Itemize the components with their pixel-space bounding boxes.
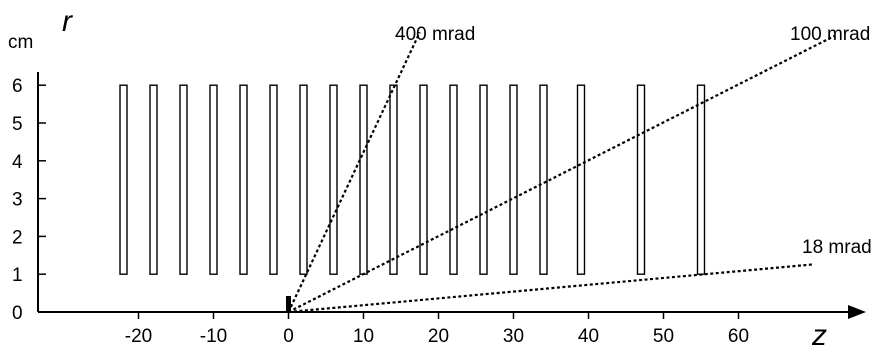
z-tick-label: 40 bbox=[578, 326, 599, 347]
detector-plane bbox=[389, 84, 398, 275]
angle-line-label: 18 mrad bbox=[802, 237, 872, 258]
detector-plane bbox=[576, 84, 586, 275]
detector-plane bbox=[449, 84, 458, 275]
detector-plane bbox=[179, 84, 188, 275]
r-tick-label: 4 bbox=[12, 152, 23, 173]
r-unit-label: cm bbox=[8, 32, 33, 53]
angle-line-label: 100 mrad bbox=[790, 24, 870, 45]
r-tick-label: 0 bbox=[12, 303, 23, 324]
detector-plane bbox=[696, 84, 706, 275]
detector-plane bbox=[509, 84, 518, 275]
detector-plane bbox=[539, 84, 548, 275]
r-tick-label: 5 bbox=[12, 114, 23, 135]
detector-plane bbox=[479, 84, 488, 275]
detector-plane bbox=[299, 84, 308, 275]
z-tick-label: 20 bbox=[428, 326, 449, 347]
z-axis-arrow-icon bbox=[848, 305, 866, 319]
z-axis-label: z bbox=[811, 319, 827, 351]
z-tick-label: 50 bbox=[653, 326, 674, 347]
angle-lines: 400 mrad 100 mrad 18 mrad bbox=[287, 24, 872, 314]
z-tick-label: 0 bbox=[283, 326, 294, 347]
angle-line-400-mrad bbox=[287, 31, 421, 313]
r-tick-label: 6 bbox=[12, 76, 23, 97]
interaction-point-marker bbox=[286, 296, 291, 312]
detector-planes bbox=[119, 84, 706, 275]
detector-plane bbox=[119, 84, 128, 275]
detector-plane bbox=[149, 84, 158, 275]
detector-plane bbox=[636, 84, 646, 275]
r-tick-label: 1 bbox=[12, 265, 23, 286]
detector-plane bbox=[269, 84, 278, 275]
r-axis-label: r bbox=[62, 5, 73, 38]
z-tick-label: 30 bbox=[503, 326, 524, 347]
r-axis-ticks: 0 1 2 3 4 5 6 bbox=[12, 76, 46, 324]
detector-plane bbox=[419, 84, 428, 275]
detector-plane bbox=[239, 84, 248, 275]
r-tick-label: 3 bbox=[12, 190, 23, 211]
angle-line-100-mrad bbox=[288, 34, 835, 313]
z-tick-label: 60 bbox=[728, 326, 749, 347]
detector-plane bbox=[359, 84, 368, 275]
r-tick-label: 2 bbox=[12, 227, 23, 248]
z-tick-label: 10 bbox=[353, 326, 374, 347]
z-axis-ticks: -20 -10 0 10 20 30 40 50 60 bbox=[125, 312, 749, 347]
angle-line-label: 400 mrad bbox=[395, 24, 475, 45]
detector-plane bbox=[209, 84, 218, 275]
z-tick-label: -20 bbox=[125, 326, 152, 347]
z-tick-label: -10 bbox=[200, 326, 227, 347]
detector-plane bbox=[329, 84, 338, 275]
